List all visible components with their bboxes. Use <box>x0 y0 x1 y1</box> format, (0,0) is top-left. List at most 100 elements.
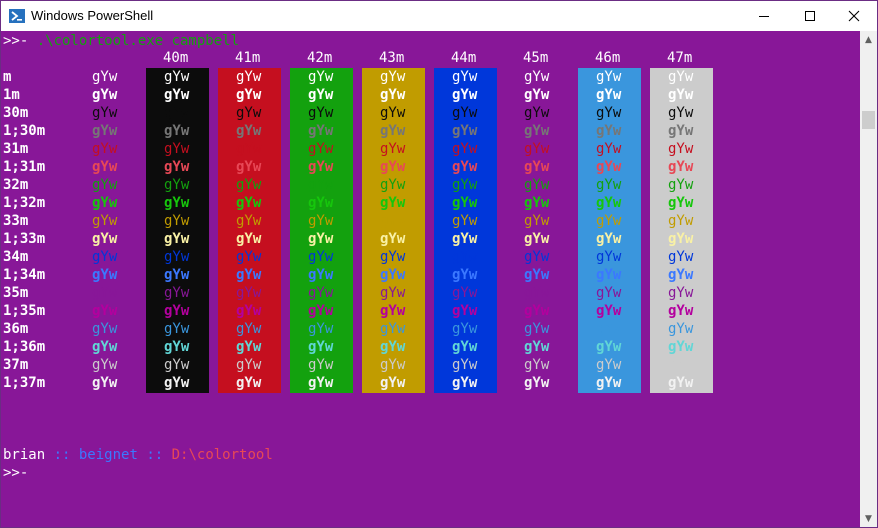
sample-cell: gYw <box>308 339 334 355</box>
column-header: 45m <box>523 50 549 66</box>
sample-cell: gYw <box>524 321 550 337</box>
bg-column <box>362 68 425 393</box>
sample-cell: gYw <box>380 159 406 175</box>
prompt-user: brian <box>3 447 46 463</box>
sample-cell: gYw <box>92 141 118 157</box>
sample-cell: gYw <box>308 375 334 391</box>
sample-cell: gYw <box>164 195 190 211</box>
title-bar[interactable]: Windows PowerShell <box>1 1 877 31</box>
sample-cell: gYw <box>596 159 622 175</box>
sample-cell: gYw <box>308 285 334 301</box>
sample-cell: gYw <box>524 357 550 373</box>
maximize-button[interactable] <box>787 1 833 31</box>
prompt-host: beignet <box>78 447 138 463</box>
console-area[interactable]: >>- .\colortool.exe campbell 40m 41m 42m 43… <box>1 31 859 527</box>
sample-cell: gYw <box>452 267 478 283</box>
sample-cell: gYw <box>452 213 478 229</box>
vertical-scrollbar[interactable]: ▲ ▼ <box>860 31 877 527</box>
sample-cell: gYw <box>452 159 478 175</box>
sample-cell: gYw <box>236 267 262 283</box>
sample-cell: gYw <box>380 285 406 301</box>
row-label: 1;32m <box>3 195 46 211</box>
sample-cell: gYw <box>524 213 550 229</box>
sample-cell: gYw <box>524 69 550 85</box>
sample-cell: gYw <box>452 375 478 391</box>
sample-cell: gYw <box>596 177 622 193</box>
scroll-up-button[interactable]: ▲ <box>860 31 877 48</box>
row-label: 1;35m <box>3 303 46 319</box>
sample-cell: gYw <box>308 159 334 175</box>
scrollbar-thumb[interactable] <box>862 111 875 129</box>
status-prompt-line: brian :: beignet :: D:\colortool <box>3 446 273 464</box>
sample-cell: gYw <box>668 321 694 337</box>
sample-cell: gYw <box>92 285 118 301</box>
sample-cell: gYw <box>524 141 550 157</box>
column-header: 40m <box>163 50 189 66</box>
sample-cell: gYw <box>524 195 550 211</box>
bg-column <box>290 68 353 393</box>
sample-cell: gYw <box>668 213 694 229</box>
row-label: 34m <box>3 249 29 265</box>
command-text: .\colortool.exe campbell <box>36 33 240 49</box>
sample-cell: gYw <box>524 267 550 283</box>
sample-cell: gYw <box>380 357 406 373</box>
sample-cell: gYw <box>164 69 190 85</box>
sample-cell: gYw <box>524 285 550 301</box>
sample-cell: gYw <box>308 195 334 211</box>
column-header: 41m <box>235 50 261 66</box>
sample-cell: gYw <box>380 339 406 355</box>
sample-cell: gYw <box>596 321 622 337</box>
sample-cell: gYw <box>452 69 478 85</box>
sample-cell: gYw <box>452 177 478 193</box>
close-button[interactable] <box>831 1 877 31</box>
sample-cell: gYw <box>164 105 190 121</box>
sample-cell: gYw <box>236 285 262 301</box>
sample-cell: gYw <box>596 231 622 247</box>
sample-cell: gYw <box>164 177 190 193</box>
bg-column <box>434 68 497 393</box>
sample-cell: gYw <box>596 105 622 121</box>
sample-cell: gYw <box>380 267 406 283</box>
column-header: 42m <box>307 50 333 66</box>
sample-cell: gYw <box>524 87 550 103</box>
sample-cell: gYw <box>380 123 406 139</box>
sample-cell: gYw <box>164 267 190 283</box>
sample-cell: gYw <box>596 357 622 373</box>
command-line: >>- .\colortool.exe campbell <box>3 32 239 50</box>
sample-cell: gYw <box>668 123 694 139</box>
row-label: 1;37m <box>3 375 46 391</box>
sample-cell: gYw <box>308 213 334 229</box>
sample-cell: gYw <box>92 195 118 211</box>
sample-cell: gYw <box>668 375 694 391</box>
scroll-down-button[interactable]: ▼ <box>860 510 877 527</box>
window-title: Windows PowerShell <box>31 8 154 23</box>
sample-cell: gYw <box>92 159 118 175</box>
sample-cell: gYw <box>596 141 622 157</box>
sample-cell: gYw <box>668 87 694 103</box>
sample-cell: gYw <box>92 303 118 319</box>
sample-cell: gYw <box>236 123 262 139</box>
sample-cell: gYw <box>596 303 622 319</box>
sample-cell: gYw <box>596 339 622 355</box>
minimize-icon <box>759 16 769 17</box>
bg-column <box>650 68 713 393</box>
column-header: 44m <box>451 50 477 66</box>
sample-cell: gYw <box>308 321 334 337</box>
prompt-text: >>- <box>3 33 37 49</box>
sample-cell: gYw <box>452 303 478 319</box>
sample-cell: gYw <box>380 69 406 85</box>
sample-cell: gYw <box>236 231 262 247</box>
powershell-icon <box>9 9 25 23</box>
sample-cell: gYw <box>596 285 622 301</box>
sample-cell: gYw <box>596 87 622 103</box>
sample-cell: gYw <box>380 249 406 265</box>
sample-cell: gYw <box>308 87 334 103</box>
sample-cell: gYw <box>380 87 406 103</box>
row-label: 1m <box>3 87 20 103</box>
sample-cell: gYw <box>164 123 190 139</box>
sample-cell: gYw <box>380 141 406 157</box>
sample-cell: gYw <box>308 357 334 373</box>
sample-cell: gYw <box>668 357 694 373</box>
minimize-button[interactable] <box>741 1 787 31</box>
